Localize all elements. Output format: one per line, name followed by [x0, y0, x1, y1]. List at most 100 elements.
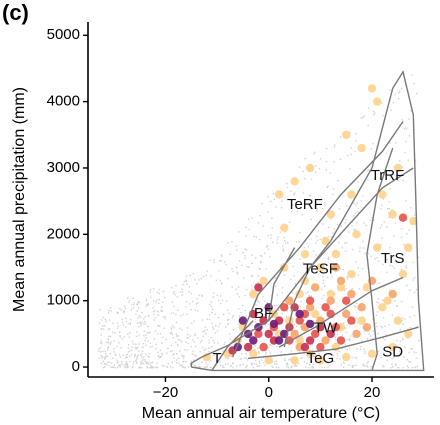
- background-point: [171, 350, 173, 352]
- background-point: [345, 331, 347, 334]
- background-point: [377, 260, 380, 262]
- background-point: [236, 365, 238, 367]
- background-point: [145, 298, 148, 300]
- background-point: [360, 117, 363, 119]
- data-point-series-0: [326, 289, 335, 299]
- background-point: [334, 336, 337, 339]
- background-point: [281, 200, 283, 202]
- background-point: [122, 354, 124, 356]
- background-point: [149, 289, 152, 291]
- background-point: [415, 92, 418, 95]
- background-point: [312, 349, 314, 351]
- background-point: [98, 357, 100, 359]
- background-point: [196, 366, 198, 368]
- background-point: [134, 354, 136, 357]
- background-point: [359, 250, 361, 253]
- background-point: [138, 343, 140, 345]
- background-point: [270, 200, 272, 202]
- background-point: [400, 87, 403, 90]
- background-point: [368, 169, 370, 171]
- background-point: [179, 364, 182, 367]
- background-point: [177, 338, 180, 341]
- background-point: [346, 348, 348, 351]
- background-point: [106, 341, 108, 344]
- background-point: [158, 325, 160, 327]
- background-point: [376, 326, 378, 328]
- axes: 0 1000 2000 3000 4000 5000 −20 0 20 Mean annual a…: [11, 22, 434, 422]
- background-point: [215, 357, 218, 359]
- background-point: [388, 216, 390, 218]
- background-point: [231, 268, 233, 270]
- background-point: [197, 310, 199, 312]
- background-point: [250, 288, 253, 290]
- background-point: [114, 367, 116, 369]
- data-point-series-3: [305, 336, 315, 345]
- background-point: [367, 179, 369, 181]
- biome-boundary-outer: [190, 70, 425, 372]
- background-point: [134, 353, 136, 355]
- background-point: [98, 322, 101, 324]
- background-point: [107, 346, 109, 348]
- data-point-series-0: [357, 143, 366, 153]
- data-point-series-0: [316, 263, 325, 272]
- background-point: [332, 360, 334, 362]
- background-point: [248, 326, 250, 328]
- background-point: [411, 74, 413, 76]
- background-point: [171, 361, 174, 363]
- background-point: [304, 177, 306, 180]
- background-point: [171, 286, 173, 289]
- background-point: [210, 336, 212, 339]
- background-point: [245, 367, 247, 369]
- background-point: [219, 260, 221, 262]
- background-point: [378, 282, 380, 284]
- background-point: [322, 223, 324, 225]
- background-point: [182, 313, 184, 316]
- background-point: [339, 158, 342, 160]
- background-point: [315, 254, 317, 256]
- background-point: [198, 294, 200, 296]
- background-point: [177, 344, 179, 346]
- background-point: [103, 325, 106, 327]
- background-point: [175, 333, 177, 335]
- background-point: [284, 242, 287, 244]
- data-point-series-0: [378, 303, 387, 312]
- background-point: [274, 361, 276, 363]
- background-point: [160, 310, 162, 312]
- background-point: [298, 166, 301, 168]
- background-point: [104, 363, 107, 365]
- background-point: [126, 356, 128, 358]
- background-point: [353, 229, 355, 231]
- background-point: [311, 360, 313, 363]
- data-point-series-2: [331, 323, 341, 332]
- background-point: [129, 299, 131, 302]
- background-point: [293, 192, 296, 194]
- background-point: [284, 358, 286, 360]
- background-point: [344, 242, 346, 244]
- background-point: [312, 367, 314, 369]
- background-point: [119, 336, 121, 338]
- background-point: [253, 235, 255, 238]
- background-point: [295, 241, 298, 243]
- background-point: [175, 313, 177, 316]
- background-point: [304, 157, 306, 160]
- background-point: [391, 314, 393, 316]
- background-point: [156, 333, 159, 335]
- background-point: [275, 366, 278, 368]
- background-point: [364, 352, 366, 354]
- background-point: [184, 349, 186, 351]
- background-point: [227, 242, 229, 244]
- background-point: [206, 318, 208, 320]
- background-point: [386, 271, 388, 274]
- background-point: [394, 93, 397, 96]
- data-point-series-0: [378, 190, 387, 199]
- background-point: [125, 363, 128, 365]
- background-point: [313, 338, 315, 340]
- background-point: [315, 171, 317, 173]
- data-point-series-1: [352, 329, 361, 339]
- background-point: [394, 259, 396, 261]
- background-point: [208, 339, 210, 342]
- background-point: [119, 307, 121, 310]
- background-point: [382, 299, 384, 302]
- background-point: [186, 349, 189, 351]
- background-point: [142, 343, 144, 345]
